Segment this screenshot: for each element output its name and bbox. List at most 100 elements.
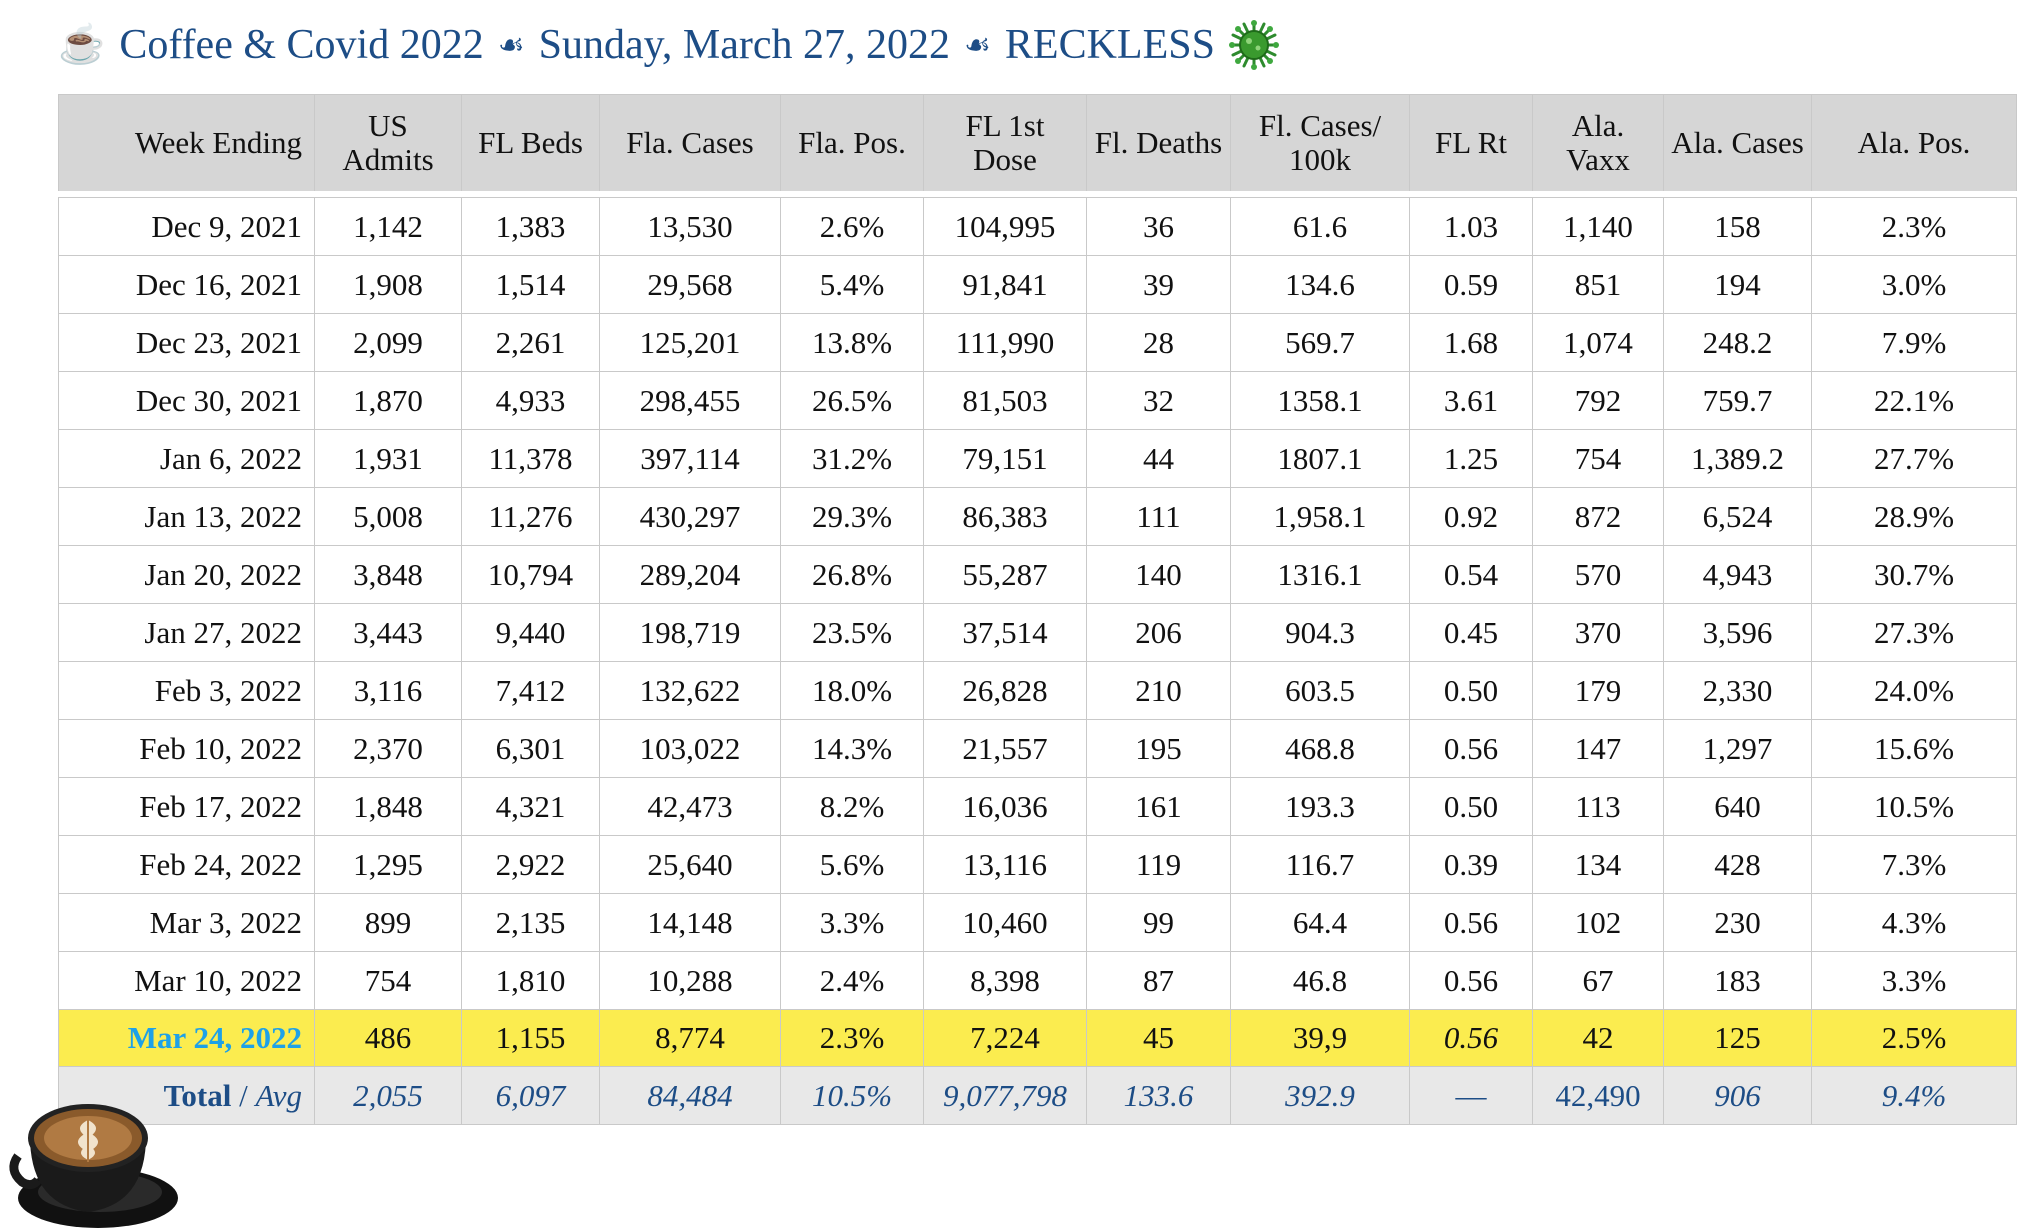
data-cell: 111,990 (923, 313, 1087, 372)
data-cell: 4,321 (461, 777, 600, 836)
data-cell: 36 (1086, 197, 1231, 256)
data-cell: 23.5% (780, 603, 924, 662)
data-cell: 872 (1532, 487, 1664, 546)
title-part-1: Coffee & Covid 2022 (119, 22, 484, 68)
data-cell: 1,870 (314, 371, 462, 430)
data-cell: 10.5% (1811, 777, 2017, 836)
data-cell: 0.92 (1409, 487, 1533, 546)
data-cell: 2,330 (1663, 661, 1812, 720)
data-cell: 759.7 (1663, 371, 1812, 430)
data-cell: 67 (1532, 951, 1664, 1010)
data-cell: 25,640 (599, 835, 781, 894)
week-ending-cell: Jan 6, 2022 (58, 429, 315, 488)
data-cell: 21,557 (923, 719, 1087, 778)
data-cell: 55,287 (923, 545, 1087, 604)
highlight-cell: 42 (1532, 1009, 1664, 1067)
data-cell: 3.3% (780, 893, 924, 952)
data-cell: 1,389.2 (1663, 429, 1812, 488)
covid-data-table: Week Ending US Admits FL Beds Fla. Cases… (58, 94, 2017, 1125)
data-cell: 24.0% (1811, 661, 2017, 720)
data-cell: 119 (1086, 835, 1231, 894)
data-cell: 44 (1086, 429, 1231, 488)
data-cell: 4.3% (1811, 893, 2017, 952)
data-cell: 8,398 (923, 951, 1087, 1010)
data-cell: 754 (1532, 429, 1664, 488)
data-cell: 3,116 (314, 661, 462, 720)
header-cell: US Admits (314, 94, 462, 195)
table-row: Jan 13, 2022 5,008 11,276 430,297 29.3% 86,38… (58, 487, 2017, 546)
week-ending-cell: Jan 27, 2022 (58, 603, 315, 662)
title-part-3: RECKLESS (1004, 22, 1215, 68)
data-cell: 754 (314, 951, 462, 1010)
data-cell: 569.7 (1230, 313, 1410, 372)
data-cell: 140 (1086, 545, 1231, 604)
header-cell: Week Ending (58, 94, 315, 195)
data-cell: 161 (1086, 777, 1231, 836)
data-cell: 18.0% (780, 661, 924, 720)
data-cell: 8.2% (780, 777, 924, 836)
data-cell: 5.4% (780, 255, 924, 314)
data-cell: 9,440 (461, 603, 600, 662)
data-cell: 194 (1663, 255, 1812, 314)
data-cell: 0.56 (1409, 893, 1533, 952)
data-cell: 428 (1663, 835, 1812, 894)
data-cell: 1,074 (1532, 313, 1664, 372)
data-cell: 2,370 (314, 719, 462, 778)
data-cell: 195 (1086, 719, 1231, 778)
week-ending-cell: Jan 13, 2022 (58, 487, 315, 546)
data-cell: 899 (314, 893, 462, 952)
data-cell: 298,455 (599, 371, 781, 430)
data-cell: 289,204 (599, 545, 781, 604)
data-cell: 1,297 (1663, 719, 1812, 778)
data-cell: 11,276 (461, 487, 600, 546)
total-cell: 9.4% (1811, 1066, 2017, 1125)
week-ending-cell: Feb 10, 2022 (58, 719, 315, 778)
data-cell: 1,140 (1532, 197, 1664, 256)
data-cell: 179 (1532, 661, 1664, 720)
data-cell: 27.7% (1811, 429, 2017, 488)
header-cell: Fl. Cases/ 100k (1230, 94, 1410, 195)
data-cell: 22.1% (1811, 371, 2017, 430)
data-cell: 2.6% (780, 197, 924, 256)
header-cell: Ala. Cases (1663, 94, 1812, 195)
data-cell: 183 (1663, 951, 1812, 1010)
data-cell: 3.3% (1811, 951, 2017, 1010)
data-cell: 6,301 (461, 719, 600, 778)
table-row: Dec 9, 2021 1,142 1,383 13,530 2.6% 104,995 36… (58, 197, 2017, 256)
table-row: Feb 24, 2022 1,295 2,922 25,640 5.6% 13,116 11… (58, 835, 2017, 894)
data-cell: 2.3% (1811, 197, 2017, 256)
fleuron-icon: ☙ (964, 28, 991, 62)
week-ending-cell: Feb 17, 2022 (58, 777, 315, 836)
data-cell: 4,943 (1663, 545, 1812, 604)
data-cell: 1,514 (461, 255, 600, 314)
data-cell: 158 (1663, 197, 1812, 256)
data-cell: 1.03 (1409, 197, 1533, 256)
total-cell: 2,055 (314, 1066, 462, 1125)
highlight-week-cell: Mar 24, 2022 (58, 1009, 315, 1067)
total-cell: 9,077,798 (923, 1066, 1087, 1125)
data-cell: 39 (1086, 255, 1231, 314)
data-cell: 102 (1532, 893, 1664, 952)
table-row: Mar 10, 2022 754 1,810 10,288 2.4% 8,398 87 46.… (58, 951, 2017, 1010)
table-row: Jan 20, 2022 3,848 10,794 289,204 26.8% 55,28… (58, 545, 2017, 604)
data-cell: 103,022 (599, 719, 781, 778)
data-cell: 1,848 (314, 777, 462, 836)
data-cell: 99 (1086, 893, 1231, 952)
header-cell: FL Rt (1409, 94, 1533, 195)
data-cell: 28.9% (1811, 487, 2017, 546)
data-cell: 370 (1532, 603, 1664, 662)
data-cell: 14,148 (599, 893, 781, 952)
data-cell: 5,008 (314, 487, 462, 546)
week-ending-cell: Mar 10, 2022 (58, 951, 315, 1010)
highlight-cell: 39,9 (1230, 1009, 1410, 1067)
week-ending-cell: Jan 20, 2022 (58, 545, 315, 604)
data-cell: 13,530 (599, 197, 781, 256)
total-cell: 133.6 (1086, 1066, 1231, 1125)
data-cell: 10,794 (461, 545, 600, 604)
data-cell: 603.5 (1230, 661, 1410, 720)
total-cell: 392.9 (1230, 1066, 1410, 1125)
data-cell: 0.39 (1409, 835, 1533, 894)
highlight-cell: 2.3% (780, 1009, 924, 1067)
data-cell: 206 (1086, 603, 1231, 662)
table-row: Feb 10, 2022 2,370 6,301 103,022 14.3% 21,557… (58, 719, 2017, 778)
